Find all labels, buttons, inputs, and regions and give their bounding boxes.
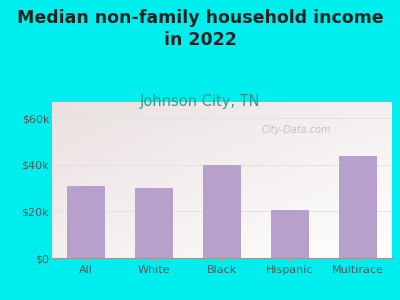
Bar [135,188,173,258]
Bar [339,156,377,258]
Text: City-Data.com: City-Data.com [262,125,332,135]
Bar [271,210,309,258]
Bar [67,186,105,258]
Text: Median non-family household income
in 2022: Median non-family household income in 20… [17,9,383,49]
Bar [203,165,241,258]
Text: Johnson City, TN: Johnson City, TN [140,94,260,110]
